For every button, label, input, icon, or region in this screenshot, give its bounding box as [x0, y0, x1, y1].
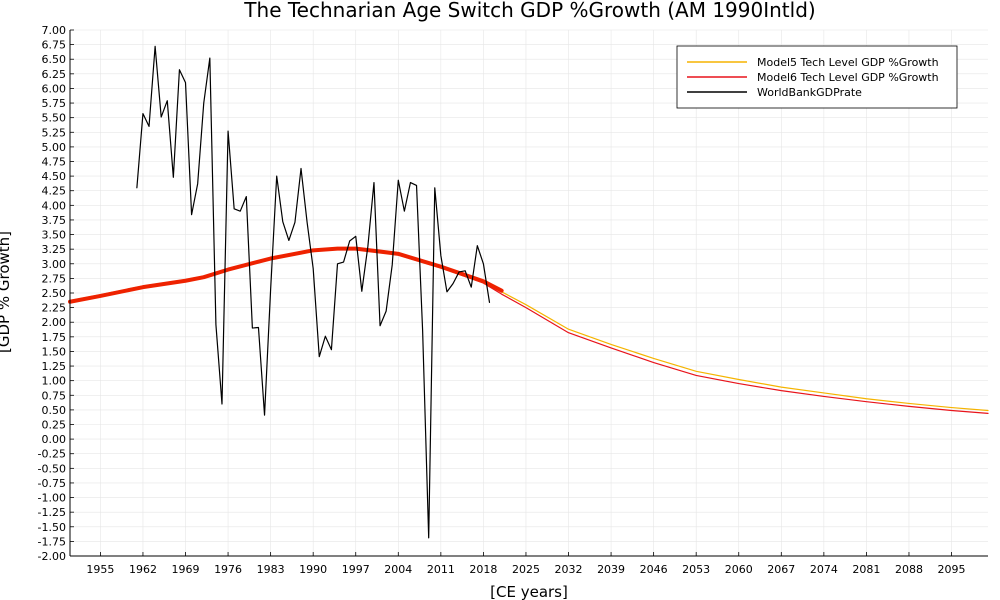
y-tick-label: 4.75 [42, 156, 67, 169]
y-tick-label: 0.50 [42, 404, 67, 417]
x-tick-label: 2004 [384, 563, 412, 576]
x-tick-label: 2039 [597, 563, 625, 576]
x-tick-label: 1962 [129, 563, 157, 576]
x-tick-label: 2046 [640, 563, 668, 576]
x-tick-label: 2025 [512, 563, 540, 576]
y-tick-label: -1.75 [38, 535, 66, 548]
y-tick-label: -0.25 [38, 448, 66, 461]
series-line-2 [68, 246, 504, 304]
x-tick-label: 2053 [682, 563, 710, 576]
y-tick-label: 6.25 [42, 68, 67, 81]
y-tick-label: 4.25 [42, 185, 67, 198]
y-tick-label: -2.00 [38, 550, 66, 563]
y-tick-label: 3.00 [42, 258, 67, 271]
y-tick-label: 5.00 [42, 141, 67, 154]
legend: Model5 Tech Level GDP %Growth Model6 Tech… [676, 45, 958, 109]
series-line-1 [69, 247, 989, 414]
x-tick-label: 1990 [299, 563, 327, 576]
x-tick-label: 1983 [257, 563, 285, 576]
y-axis-label: [GDP % Growth] [0, 231, 13, 353]
y-tick-label: -1.50 [38, 521, 66, 534]
series-line-3 [136, 45, 491, 539]
y-tick-label: 1.00 [42, 375, 67, 388]
x-tick-label: 2074 [810, 563, 838, 576]
y-tick-label: -1.00 [38, 492, 66, 505]
x-tick-label: 2095 [938, 563, 966, 576]
y-tick-label: 4.50 [42, 170, 67, 183]
x-tick-label: 2011 [427, 563, 455, 576]
y-tick-label: 5.25 [42, 126, 67, 139]
axes [69, 29, 988, 557]
y-tick-label: 3.75 [42, 214, 67, 227]
y-tick-label: 1.25 [42, 360, 67, 373]
series-line-0 [69, 247, 989, 412]
y-tick-label: -1.25 [38, 506, 66, 519]
y-tick-label: 6.50 [42, 53, 67, 66]
y-tick-label: 3.25 [42, 243, 67, 256]
y-tick-label: -0.75 [38, 477, 66, 490]
y-tick-label: 3.50 [42, 229, 67, 242]
legend-entry: WorldBankGDPrate [757, 86, 862, 99]
y-tick-label: 4.00 [42, 199, 67, 212]
y-tick-label: 0.75 [42, 389, 67, 402]
x-tick-label: 2081 [852, 563, 880, 576]
x-axis-label: [CE years] [490, 583, 568, 600]
x-tick-label: 2018 [469, 563, 497, 576]
y-tick-label: 2.00 [42, 316, 67, 329]
y-tick-label: 2.50 [42, 287, 67, 300]
y-tick-label: 5.75 [42, 97, 67, 110]
x-tick-label: 1969 [172, 563, 200, 576]
x-tick-label: 1976 [214, 563, 242, 576]
y-tick-label: 1.75 [42, 331, 67, 344]
y-tick-label: 2.75 [42, 272, 67, 285]
y-tick-label: 6.00 [42, 82, 67, 95]
y-axis-ticks: -2.00 -1.75-1.50 -1.25-1.00 -0.75 -0.50-0.25… [38, 24, 66, 563]
x-tick-label: 2088 [895, 563, 923, 576]
x-tick-label: 2032 [555, 563, 583, 576]
y-tick-label: 1.50 [42, 345, 67, 358]
x-tick-label: 2067 [767, 563, 795, 576]
y-tick-label: 7.00 [42, 24, 67, 37]
legend-entry: Model5 Tech Level GDP %Growth [757, 56, 939, 69]
chart-title: The Technarian Age Switch GDP %Growth (A… [243, 0, 815, 22]
y-tick-label: 5.50 [42, 112, 67, 125]
x-tick-label: 1955 [86, 563, 114, 576]
y-tick-label: 6.75 [42, 39, 67, 52]
y-tick-label: 2.25 [42, 302, 67, 315]
y-tick-label: 0.25 [42, 419, 67, 432]
plot-area [68, 45, 989, 539]
y-tick-label: 0.00 [42, 433, 67, 446]
y-tick-label: -0.50 [38, 462, 66, 475]
x-axis-ticks: 1955 1962 1969 1976 1983 1990 1997 2004 2011 2018… [86, 563, 965, 576]
grid [70, 29, 988, 557]
legend-entry: Model6 Tech Level GDP %Growth [757, 71, 939, 84]
x-tick-label: 2060 [725, 563, 753, 576]
x-tick-label: 1997 [342, 563, 370, 576]
